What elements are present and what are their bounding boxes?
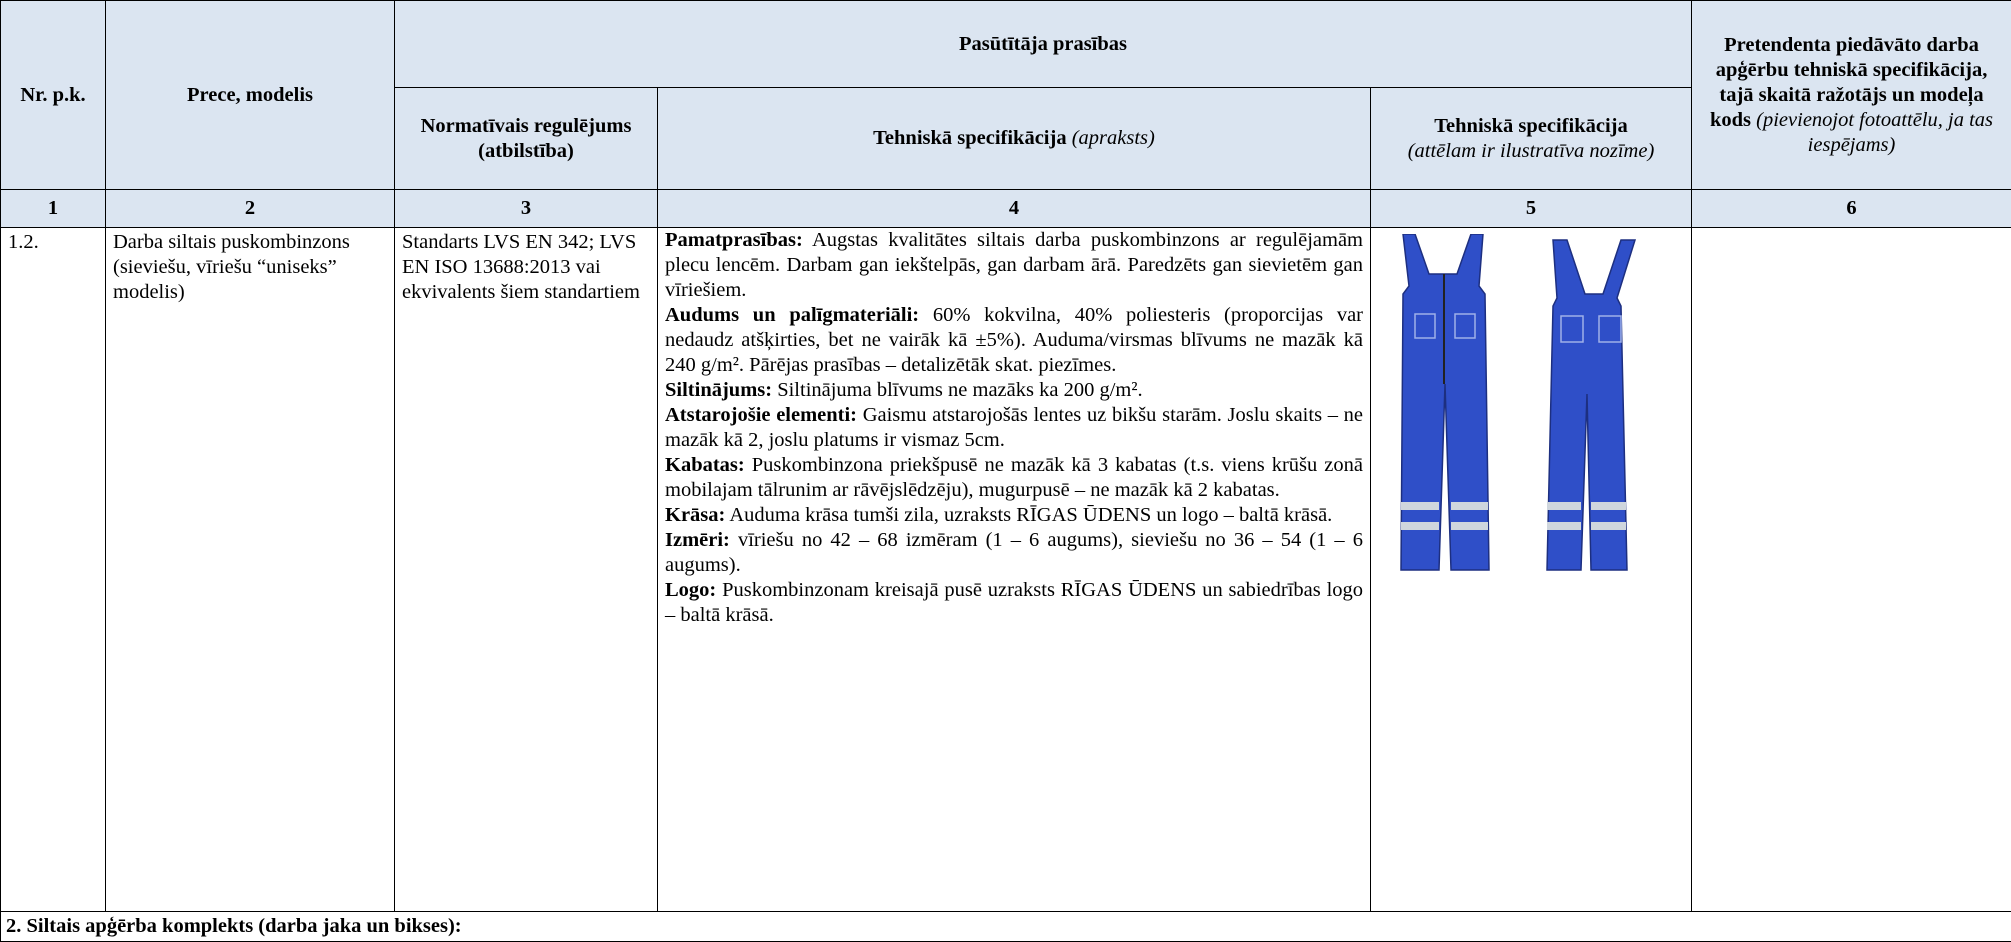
header-image: Tehniskā specifikācija (attēlam ir ilustr… — [1371, 88, 1692, 190]
header-offer-note: (pievienojot fotoattēlu, ja tas iespējam… — [1756, 109, 1993, 156]
spec-paragraph: Pamatprasības: Augstas kvalitātes siltai… — [665, 228, 1363, 303]
spec-text: Puskombinzonam kreisajā pusē uzraksts RĪ… — [665, 579, 1363, 626]
header-regulation: Normatīvais regulējums (atbilstība) — [395, 88, 658, 190]
spec-label: Krāsa: — [665, 504, 725, 526]
header-image-note: (attēlam ir ilustratīva nozīme) — [1408, 140, 1655, 162]
item-nr: 1.2. — [1, 228, 106, 912]
header-spec-note: (apraksts) — [1072, 127, 1155, 149]
spec-paragraph: Logo: Puskombinzonam kreisajā pusē uzrak… — [665, 578, 1363, 628]
column-number: 4 — [658, 190, 1371, 228]
column-number: 6 — [1692, 190, 2011, 228]
product-name: Darba siltais puskombinzons — [113, 230, 387, 255]
product-note: (sieviešu, vīriešu “uniseks” modelis) — [113, 255, 387, 305]
spec-label: Pamatprasības: — [665, 229, 803, 251]
item-spec: Pamatprasības: Augstas kvalitātes siltai… — [658, 228, 1371, 912]
header-group: Pasūtītāja prasības — [395, 1, 1692, 88]
header-image-title: Tehniskā specifikācija — [1434, 115, 1627, 137]
spec-label: Audums un palīgmateriāli: — [665, 304, 919, 326]
column-number: 3 — [395, 190, 658, 228]
column-number: 2 — [106, 190, 395, 228]
section-row: 2. Siltais apģērba komplekts (darba jaka… — [1, 912, 2011, 942]
item-row: 1.2.Darba siltais puskombinzons(sieviešu… — [1, 228, 2011, 912]
spec-text: Puskombinzona priekšpusē ne mazāk kā 3 k… — [665, 454, 1363, 501]
spec-text: Siltinājuma blīvums ne mazāks ka 200 g/m… — [777, 379, 1142, 401]
item-image — [1371, 228, 1692, 912]
item-offer — [1692, 228, 2011, 912]
spec-paragraph: Atstarojošie elementi: Gaismu atstarojoš… — [665, 403, 1363, 453]
header-nr: Nr. p.k. — [1, 1, 106, 190]
header-product: Prece, modelis — [106, 1, 395, 190]
spec-paragraph: Siltinājums: Siltinājuma blīvums ne mazā… — [665, 378, 1363, 403]
section-title: 2. Siltais apģērba komplekts (darba jaka… — [1, 912, 2011, 942]
header-offer: Pretendenta piedāvāto darba apģērbu tehn… — [1692, 1, 2011, 190]
spec-text: Auduma krāsa tumši zila, uzraksts RĪGAS … — [729, 504, 1332, 526]
spec-label: Izmēri: — [665, 529, 730, 551]
spec-paragraph: Krāsa: Auduma krāsa tumši zila, uzraksts… — [665, 503, 1363, 528]
spec-paragraph: Kabatas: Puskombinzona priekšpusē ne maz… — [665, 453, 1363, 503]
column-number: 1 — [1, 190, 106, 228]
spec-label: Atstarojošie elementi: — [665, 404, 857, 426]
header-spec: Tehniskā specifikācija (apraksts) — [658, 88, 1371, 190]
item-regulation: Standarts LVS EN 342; LVS EN ISO 13688:2… — [395, 228, 658, 912]
spec-text: vīriešu no 42 – 68 izmēram (1 – 6 augums… — [665, 529, 1363, 576]
spec-paragraph: Audums un palīgmateriāli: 60% kokvilna, … — [665, 303, 1363, 378]
column-number: 5 — [1371, 190, 1692, 228]
spec-label: Siltinājums: — [665, 379, 772, 401]
spec-label: Kabatas: — [665, 454, 745, 476]
header-spec-title: Tehniskā specifikācija — [873, 127, 1066, 149]
spec-paragraph: Izmēri: vīriešu no 42 – 68 izmēram (1 – … — [665, 528, 1363, 578]
overalls-image — [1381, 234, 1681, 574]
spec-label: Logo: — [665, 579, 716, 601]
table-body: 1.2.Darba siltais puskombinzons(sieviešu… — [1, 228, 2011, 942]
item-product: Darba siltais puskombinzons(sieviešu, vī… — [106, 228, 395, 912]
